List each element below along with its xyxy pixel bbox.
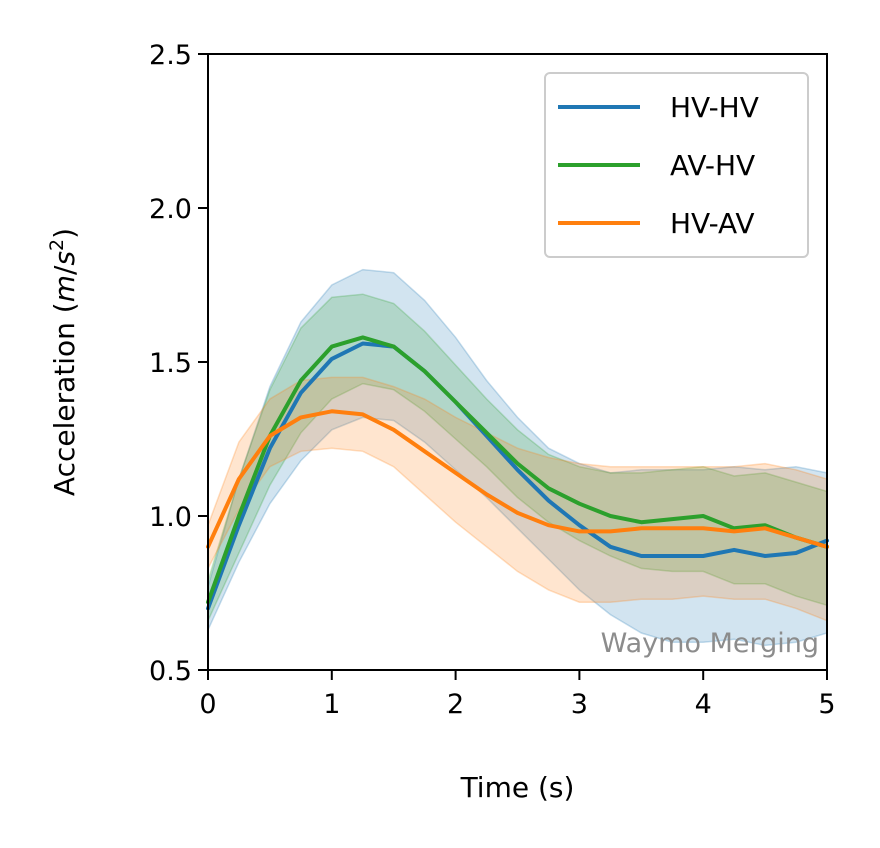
y-tick-label-0: 0.5	[149, 656, 192, 687]
y-axis-label-unit-s: s	[48, 251, 81, 266]
x-tick-label-3: 3	[571, 689, 588, 720]
x-tick-label-2: 2	[447, 689, 464, 720]
axis-ticks: 0 1 2 3 4 5 0.5 1.0 1.5 2.0 2.5	[149, 40, 836, 720]
y-tick-label-2: 1.5	[149, 348, 192, 379]
dataset-annotation: Waymo Merging	[601, 628, 819, 659]
x-axis-label: Time (s)	[460, 771, 575, 804]
line-hv-av	[206, 409, 829, 549]
y-axis-label: Acceleration (m/s2)	[46, 228, 81, 496]
y-axis-label-unit-slash: /	[48, 265, 81, 275]
y-tick-label-4: 2.5	[149, 40, 192, 71]
x-tick-label-0: 0	[199, 689, 216, 720]
y-axis-label-unit-m: m	[48, 275, 81, 302]
band-hv-av	[207, 376, 828, 622]
x-tick-label-1: 1	[323, 689, 340, 720]
legend: HV-HV AV-HV HV-AV	[544, 72, 809, 258]
y-tick-label-3: 2.0	[149, 194, 192, 225]
y-tick-label-1: 1.0	[149, 502, 192, 533]
legend-label-av-hv: AV-HV	[670, 149, 755, 182]
y-axis-label-main: Acceleration (	[48, 302, 81, 496]
line-hv-hv	[206, 341, 829, 611]
x-tick-label-5: 5	[818, 689, 835, 720]
y-axis-label-unit-exponent: 2	[46, 239, 68, 251]
legend-label-hv-av: HV-AV	[670, 207, 755, 240]
legend-label-hv-hv: HV-HV	[670, 91, 759, 124]
legend-box	[544, 72, 809, 258]
series-lines	[206, 335, 829, 611]
x-tick-label-4: 4	[695, 689, 712, 720]
line-av-hv	[206, 335, 829, 605]
confidence-bands	[207, 268, 828, 647]
y-axis-label-close: )	[48, 228, 81, 239]
